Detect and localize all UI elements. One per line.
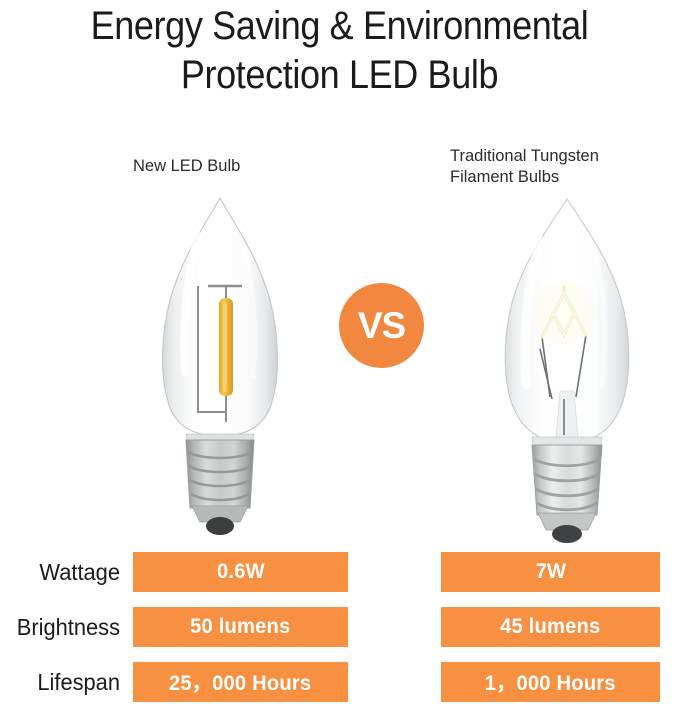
table-row: Brightness 50 lumens 45 lumens	[0, 607, 679, 662]
page-title-line-1: Energy Saving & Environmental	[90, 4, 589, 48]
tungsten-glass-highlight	[520, 236, 545, 390]
tungsten-filament-glow	[541, 291, 587, 338]
spec-bar-led-brightness: 50 lumens	[133, 607, 348, 647]
tungsten-bulb-caption: Traditional Tungsten Filament Bulbs	[450, 147, 599, 186]
led-glass-highlight	[180, 232, 202, 376]
table-row: Lifespan 25，000 Hours 1，000 Hours	[0, 662, 679, 717]
spec-bar-led-lifespan: 25，000 Hours	[133, 662, 348, 702]
led-support-wire-left	[197, 286, 226, 413]
spec-bar-tungsten-brightness: 45 lumens	[441, 607, 660, 647]
led-bulb-image	[140, 190, 300, 540]
tungsten-glass-highlight-2	[593, 254, 608, 390]
spec-value-tungsten-lifespan: 1，000 Hours	[485, 672, 616, 695]
spec-label-lifespan: Lifespan	[37, 669, 120, 695]
spec-bar-tungsten-wattage: 7W	[441, 552, 660, 592]
spec-bar-tungsten-lifespan: 1，000 Hours	[441, 662, 660, 702]
spec-value-led-wattage: 0.6W	[216, 560, 265, 583]
tungsten-filament-halo	[534, 281, 594, 345]
page-title-line-2: Protection LED Bulb	[180, 53, 499, 97]
versus-badge: VS	[339, 283, 424, 368]
page-title: Energy Saving & Environmental Protection…	[0, 2, 679, 100]
spec-value-led-brightness: 50 lumens	[190, 615, 291, 638]
spec-label-wattage: Wattage	[39, 559, 120, 585]
led-base-skirt	[191, 505, 249, 523]
led-base-threads	[187, 450, 253, 502]
led-base-contact	[206, 517, 234, 535]
spec-label-brightness: Brightness	[16, 614, 120, 640]
tungsten-base-contact	[552, 525, 582, 543]
tungsten-base-threads	[533, 457, 601, 512]
versus-label: VS	[357, 304, 406, 346]
led-glass-highlight-2	[241, 247, 258, 379]
tungsten-support-wires	[539, 334, 587, 435]
spec-value-led-lifespan: 25，000 Hours	[169, 672, 312, 695]
table-row: Wattage 0.6W 7W	[0, 552, 679, 607]
tungsten-base-skirt	[537, 512, 597, 531]
spec-value-tungsten-wattage: 7W	[535, 560, 566, 583]
comparison-table: Wattage 0.6W 7W Brightness 50 lumens 45 …	[0, 552, 679, 717]
spec-value-tungsten-brightness: 45 lumens	[500, 615, 601, 638]
led-filament-highlight	[223, 302, 227, 392]
tungsten-bulb-image	[480, 185, 655, 550]
spec-bar-led-wattage: 0.6W	[133, 552, 348, 592]
led-bulb-caption: New LED Bulb	[133, 157, 241, 175]
tungsten-glass-stem	[555, 390, 579, 440]
